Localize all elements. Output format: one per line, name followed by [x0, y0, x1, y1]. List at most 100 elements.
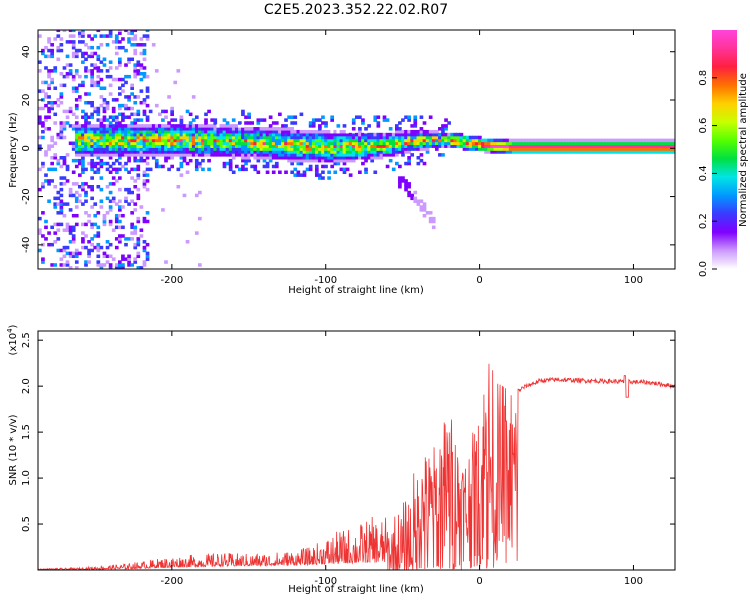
heat-cell	[114, 98, 119, 102]
heat-cell	[124, 242, 128, 247]
heat-cell	[499, 144, 504, 148]
heat-cell	[151, 153, 156, 157]
heat-cell	[102, 147, 107, 151]
heat-cell	[358, 153, 362, 157]
heat-cell	[47, 48, 51, 53]
heat-cell	[364, 129, 368, 134]
heat-cell	[327, 147, 331, 151]
heat-cell	[370, 150, 375, 154]
heat-cell	[382, 144, 387, 148]
heat-cell	[99, 77, 104, 82]
heat-cell	[191, 129, 196, 134]
heat-cell	[671, 150, 675, 154]
heat-cell	[342, 158, 347, 163]
heat-cell	[351, 129, 356, 134]
heat-cell	[90, 103, 94, 108]
heat-cell	[622, 144, 627, 148]
heat-cell	[105, 141, 110, 146]
heat-cell	[114, 263, 119, 267]
heat-cell	[382, 118, 387, 122]
heat-cell	[234, 135, 239, 140]
heat-cell	[321, 156, 325, 160]
heat-cell	[102, 254, 107, 259]
heat-cell	[241, 141, 245, 146]
heat-cell	[256, 129, 261, 134]
heat-cell	[348, 156, 353, 160]
heat-cell	[407, 161, 411, 166]
heat-cell	[274, 144, 279, 148]
heat-cell	[53, 202, 58, 206]
heat-cell	[613, 147, 618, 151]
heat-cell	[148, 147, 153, 151]
heat-cell	[348, 144, 353, 148]
heat-cell	[561, 141, 565, 146]
heat-cell	[87, 45, 91, 50]
heat-cell	[127, 254, 131, 259]
heat-cell	[311, 150, 316, 154]
heat-cell	[127, 263, 131, 267]
heat-cell	[145, 89, 150, 93]
heat-cell	[505, 141, 510, 146]
heat-cell	[425, 138, 430, 143]
heat-cell	[154, 129, 159, 134]
heat-cell	[321, 164, 325, 169]
heat-cell	[376, 144, 381, 148]
heat-cell	[173, 144, 178, 148]
heat-cell	[628, 150, 633, 154]
heat-cell	[124, 63, 128, 67]
heat-cell	[591, 141, 596, 146]
heat-cell	[90, 115, 94, 119]
heat-cell	[607, 138, 611, 143]
heat-cell	[65, 167, 70, 172]
heat-cell	[44, 66, 48, 70]
heat-cell	[161, 127, 165, 131]
heat-cell	[521, 138, 525, 143]
heat-cell	[136, 95, 141, 99]
heat-cell	[342, 129, 347, 134]
heat-cell	[348, 158, 353, 163]
heat-cell	[234, 164, 239, 169]
heat-cell	[179, 161, 184, 166]
heat-cell	[490, 144, 495, 148]
heat-cell	[78, 48, 82, 53]
heat-cell	[364, 141, 368, 146]
heat-cell	[422, 208, 427, 212]
heat-cell	[201, 124, 205, 128]
heat-cell	[268, 124, 273, 128]
heat-cell	[247, 138, 251, 143]
heat-cell	[287, 138, 291, 143]
heat-cell	[102, 213, 107, 218]
heat-cell	[296, 129, 301, 134]
heat-cell	[361, 153, 365, 157]
heat-cell	[74, 69, 79, 73]
heat-cell	[96, 245, 101, 250]
heat-cell	[136, 167, 141, 172]
x-tick-label: -100	[314, 275, 337, 286]
heat-cell	[142, 57, 147, 62]
heat-cell	[50, 51, 54, 56]
heat-cell	[416, 202, 421, 206]
heat-cell	[216, 150, 221, 154]
heat-cell	[284, 147, 288, 151]
heat-cell	[321, 153, 325, 157]
heat-cell	[234, 132, 239, 137]
heat-cell	[296, 138, 301, 143]
heat-cell	[65, 63, 70, 67]
heat-cell	[342, 153, 347, 157]
heat-cell	[228, 132, 233, 137]
heat-cell	[401, 144, 405, 148]
heat-cell	[422, 213, 427, 218]
y-tick-label: 20	[21, 94, 32, 107]
heat-cell	[542, 144, 547, 148]
heat-cell	[41, 211, 45, 215]
heat-cell	[56, 135, 61, 140]
heat-cell	[265, 141, 270, 146]
heat-cell	[318, 118, 322, 122]
heat-cell	[154, 127, 159, 131]
heat-cell	[108, 156, 113, 160]
heat-cell	[447, 138, 451, 143]
heat-cell	[96, 150, 101, 154]
heat-cell	[468, 144, 473, 148]
heat-cell	[108, 129, 113, 134]
heat-cell	[665, 138, 670, 143]
